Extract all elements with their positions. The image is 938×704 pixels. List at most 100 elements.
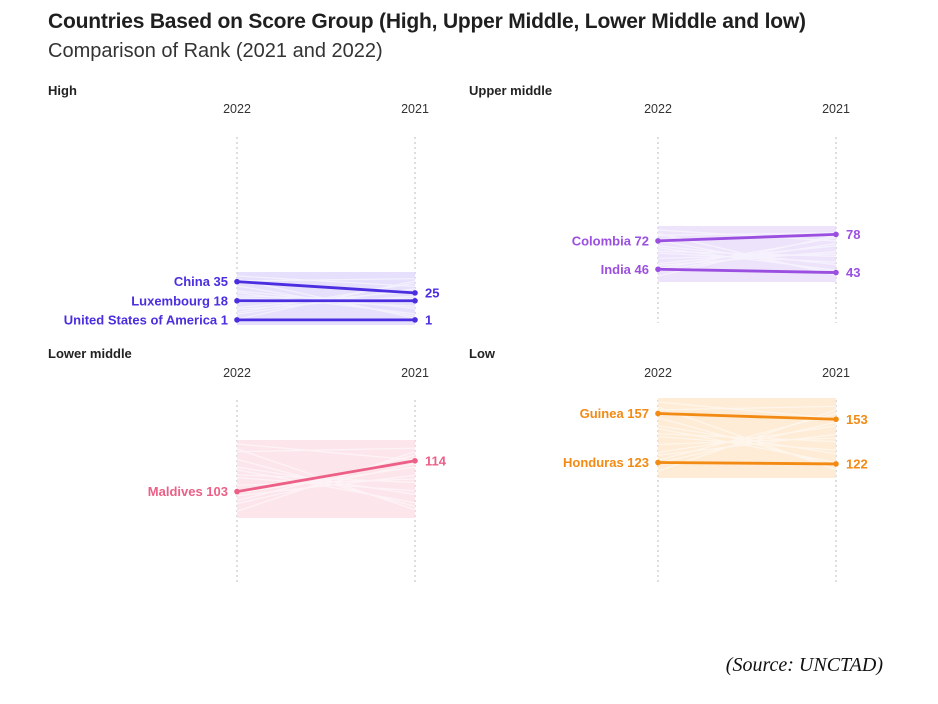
point-2021-honduras [833, 461, 839, 467]
label-2021-china: 25 [425, 285, 439, 300]
column-label-2022: 2022 [644, 102, 672, 116]
label-2022-guinea: Guinea 157 [580, 406, 649, 421]
background-line [657, 433, 837, 443]
series-colombia: Colombia 72 78 [572, 227, 861, 249]
label-2021-colombia: 78 [846, 227, 860, 242]
background-line [657, 412, 837, 461]
background-line [657, 417, 837, 467]
background-line [236, 466, 416, 495]
background-line [657, 421, 837, 464]
panel-label-high: High [48, 83, 77, 98]
background-line [236, 447, 416, 453]
background-line [657, 401, 837, 420]
column-label-2022: 2022 [223, 102, 251, 116]
label-2021-india: 43 [846, 265, 860, 280]
background-line [236, 466, 416, 494]
background-line [657, 237, 837, 270]
label-2022-honduras: Honduras 123 [563, 455, 649, 470]
point-2021-maldives [412, 458, 418, 464]
point-2022-guinea [655, 410, 661, 417]
background-line [236, 469, 416, 504]
column-label-2021: 2021 [401, 366, 429, 380]
label-2021-honduras: 122 [846, 456, 868, 471]
background-line [236, 278, 416, 282]
background-line [657, 229, 837, 242]
panel-label-lower-middle: Lower middle [48, 346, 132, 361]
source-note: (Source: UNCTAD) [725, 654, 883, 676]
background-line [657, 425, 837, 455]
panel-label-low: Low [469, 346, 495, 361]
point-2021-united-states-of-america [412, 317, 418, 323]
series-line-guinea [656, 412, 838, 421]
background-line [657, 406, 837, 471]
background-line [236, 478, 416, 486]
series-line-china [235, 280, 417, 295]
background-line [657, 232, 837, 236]
point-2022-luxembourg [234, 297, 240, 304]
series-guinea: Guinea 157 153 [580, 406, 868, 427]
background-line [236, 448, 416, 511]
series-china: China 35 25 [174, 274, 440, 300]
background-line [657, 425, 837, 453]
column-label-2021: 2021 [401, 102, 429, 116]
chart-subtitle: Comparison of Rank (2021 and 2022) [48, 40, 383, 62]
column-label-2021: 2021 [822, 102, 850, 116]
series-india: India 46 43 [601, 262, 861, 280]
label-2022-colombia: Colombia 72 [572, 233, 649, 248]
point-2021-india [833, 269, 839, 276]
background-line [236, 451, 416, 512]
point-2022-honduras [655, 459, 661, 466]
background-lines [236, 443, 416, 512]
background-line [657, 435, 837, 451]
label-2022-luxembourg: Luxembourg 18 [131, 293, 228, 308]
background-line [236, 474, 416, 484]
panel-low: 2022 2021 Guinea 157 153 Honduras 123 122 [563, 366, 868, 585]
panel-label-upper-middle: Upper middle [469, 83, 553, 98]
label-2022-maldives: Maldives 103 [148, 484, 228, 499]
panel-high: 2022 2021 China 35 25 Luxembourg 18 United St… [64, 102, 440, 327]
series-line-honduras [656, 461, 838, 466]
background-line [236, 458, 416, 507]
panel-lower-middle: 2022 2021 Maldives 103 114 [148, 366, 447, 585]
point-2022-maldives [234, 488, 240, 495]
panel-upper-middle: 2022 2021 Colombia 72 78 India 46 43 [572, 102, 861, 323]
background-line [657, 428, 837, 464]
point-2022-india [655, 266, 661, 273]
point-2021-china [412, 290, 418, 296]
column-label-2022: 2022 [223, 366, 251, 380]
label-2021-maldives: 114 [425, 453, 447, 468]
label-2021-guinea: 153 [846, 412, 868, 427]
point-2021-luxembourg [412, 297, 418, 304]
series-honduras: Honduras 123 122 [563, 455, 868, 471]
background-line [236, 463, 416, 505]
label-2022-india: India 46 [601, 262, 649, 277]
label-2021-united-states-of-america: 1 [425, 312, 432, 327]
background-line [657, 437, 837, 446]
background-line [657, 409, 837, 472]
background-line [657, 405, 837, 411]
series-luxembourg: Luxembourg 18 [131, 293, 418, 308]
label-2022-china: China 35 [174, 274, 228, 289]
point-2021-guinea [833, 416, 839, 423]
background-line [236, 474, 416, 497]
column-label-2021: 2021 [822, 366, 850, 380]
background-line [657, 433, 837, 456]
background-lines [657, 401, 837, 472]
series-line-colombia [656, 232, 838, 243]
background-line [236, 454, 416, 502]
point-2022-china [234, 278, 240, 285]
chart-title: Countries Based on Score Group (High, Up… [48, 10, 806, 33]
background-lines [657, 229, 837, 277]
background-line [236, 275, 416, 287]
series-united-states-of-america: United States of America 1 1 [64, 312, 432, 327]
point-2022-colombia [655, 238, 661, 244]
background-line [236, 443, 416, 461]
series-line-maldives [235, 459, 417, 494]
point-2021-colombia [833, 231, 839, 238]
point-2022-united-states-of-america [234, 317, 240, 323]
column-label-2022: 2022 [644, 366, 672, 380]
label-2022-united-states-of-america: United States of America 1 [64, 312, 228, 327]
background-line [236, 477, 416, 492]
series-line-india [656, 267, 838, 274]
